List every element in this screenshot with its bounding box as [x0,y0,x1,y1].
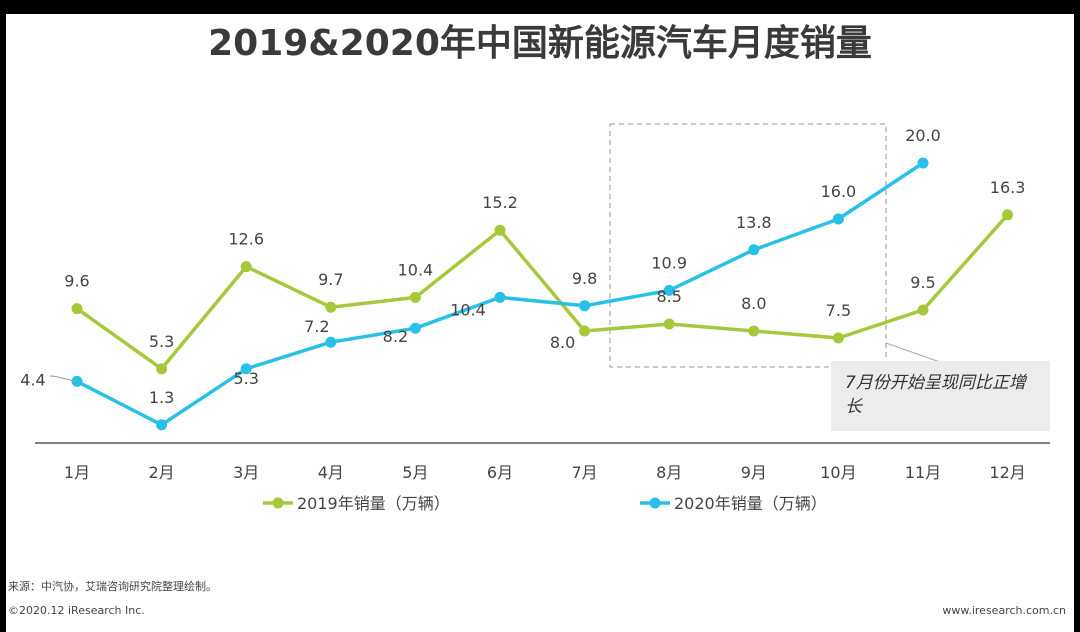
data-label: 9.7 [318,270,343,289]
x-tick-label: 3月 [233,463,259,482]
data-point [409,322,421,334]
data-label: 10.4 [450,300,486,319]
data-label: 20.0 [905,126,941,145]
footer-copyright: ©2020.12 iResearch Inc. [8,604,145,617]
x-tick-label: 9月 [741,463,767,482]
data-point [832,332,844,344]
annotation-box: 7月份开始呈现同比正增长 [831,361,1050,431]
data-label: 12.6 [228,230,264,249]
data-point [71,303,83,315]
data-point [494,291,506,303]
data-label: 10.4 [398,260,434,279]
x-tick-label: 12月 [989,463,1025,482]
data-point [832,213,844,225]
x-tick-label: 1月 [64,463,90,482]
top-bar [0,0,1080,14]
highlight-connector [885,342,941,363]
x-tick-label: 11月 [905,463,941,482]
data-label: 5.3 [233,369,258,388]
data-label: 8.5 [656,287,681,306]
annotation-text: 7月份开始呈现同比正增长 [845,373,1026,417]
x-tick-label: 5月 [402,463,428,482]
data-label: 16.0 [821,182,857,201]
label-leader-line [49,375,78,382]
data-label: 15.2 [482,193,518,212]
x-tick-label: 2月 [149,463,175,482]
data-label: 1.3 [149,388,174,407]
data-point [494,224,506,236]
data-label: 8.0 [741,294,766,313]
data-point [71,375,83,387]
x-tick-label: 7月 [572,463,598,482]
data-label: 8.2 [383,327,408,346]
legend-swatch-marker [649,497,661,509]
data-label: 16.3 [990,178,1026,197]
data-point [409,291,421,303]
slide-panel [6,14,1074,632]
source-note: 来源：中汽协，艾瑞咨询研究院整理绘制。 [8,580,217,593]
data-point [663,318,675,330]
highlight-box [609,123,887,368]
data-point [325,301,337,313]
data-point [156,363,168,375]
data-point [917,304,929,316]
data-point [156,419,168,431]
data-label: 5.3 [149,332,174,351]
data-point [748,244,760,256]
legend-label: 2020年销量（万辆） [674,494,827,513]
data-label: 9.8 [572,269,597,288]
chart-title: 2019&2020年中国新能源汽车月度销量 [208,23,872,64]
data-label: 8.0 [550,333,575,352]
data-label: 9.5 [910,273,935,292]
data-point [325,336,337,348]
data-label: 10.9 [651,253,687,272]
data-point [579,325,591,337]
x-tick-label: 8月 [656,463,682,482]
legend-swatch-marker [272,497,284,509]
data-label: 7.2 [304,317,329,336]
legend-label: 2019年销量（万辆） [297,494,450,513]
data-point [240,261,252,273]
data-point [663,284,675,296]
footer-website: www.iresearch.com.cn [942,604,1066,617]
data-point [240,363,252,375]
data-label: 7.5 [826,301,851,320]
x-tick-label: 10月 [820,463,856,482]
data-point [579,300,591,312]
data-label: 9.6 [64,272,89,291]
data-point [1002,209,1014,221]
series-line [75,213,1009,371]
data-label: 13.8 [736,213,772,232]
x-tick-label: 6月 [487,463,513,482]
x-tick-label: 4月 [318,463,344,482]
data-point [748,325,760,337]
data-point [917,157,929,169]
data-label: 4.4 [20,370,45,389]
